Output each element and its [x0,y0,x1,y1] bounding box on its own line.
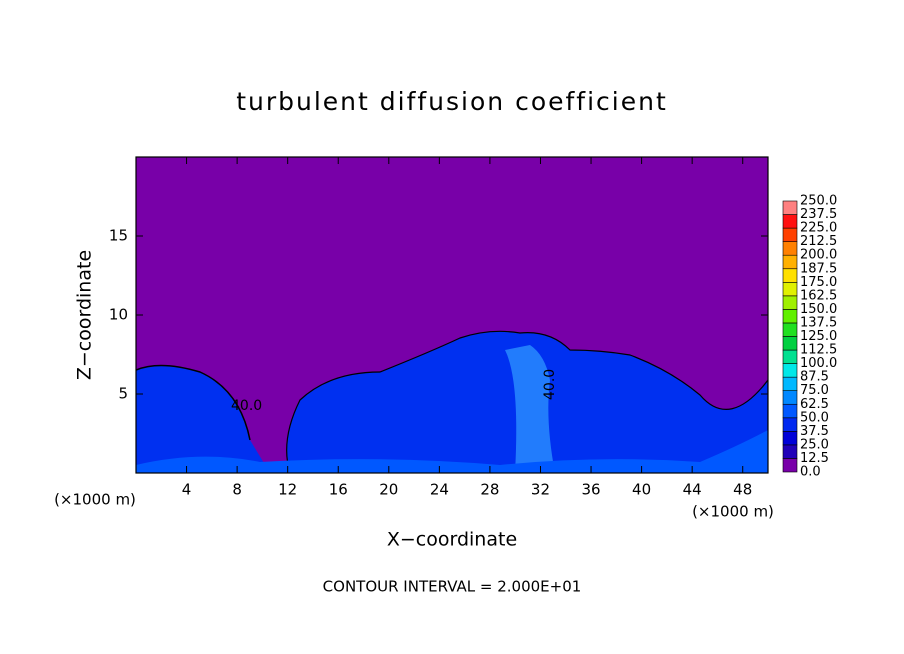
footer: CONTOUR INTERVAL = 2.000E+01 [323,578,582,596]
colorbar-swatch [782,268,798,283]
colorbar-swatch [782,200,798,215]
y-tick-label: 15 [109,227,128,245]
colorbar-swatch [782,417,798,432]
colorbar-swatch [782,349,798,364]
colorbar-label: 250.0 [800,194,837,209]
x-axis-label: X−coordinate [387,529,517,551]
colorbar-swatch [782,390,798,405]
x-tick-label: 24 [430,481,449,499]
colorbar-label: 62.5 [800,397,829,412]
colorbar-label: 50.0 [800,410,829,425]
colorbar-swatch [782,444,798,459]
x-unit-label: (×1000 m) [54,491,136,509]
colorbar-label: 100.0 [800,356,837,371]
colorbar-label: 37.5 [800,424,829,439]
contour-label: 40.0 [231,398,262,414]
contour-label: 40.0 [542,369,558,400]
x-tick-label: 16 [329,481,348,499]
colorbar-label: 162.5 [800,288,837,303]
colorbar-swatch [782,336,798,351]
x-tick-label: 12 [278,481,297,499]
colorbar-swatch [782,227,798,242]
colorbar-label: 187.5 [800,261,837,276]
colorbar-swatch [782,403,798,419]
colorbar-swatch [782,431,798,446]
x-tick-label: 40 [632,481,651,499]
field [136,330,768,473]
colorbar-label: 200.0 [800,248,837,263]
field-region [136,430,768,473]
colorbar-label: 112.5 [800,343,837,358]
colorbar-label: 175.0 [800,275,837,290]
colorbar-swatch [782,322,798,337]
colorbar-label: 212.5 [800,234,837,249]
x-tick-label: 8 [232,481,242,499]
colorbar-label: 0.0 [800,465,821,480]
colorbar-label: 75.0 [800,383,829,398]
colorbar-swatch [782,295,798,310]
colorbar-label: 125.0 [800,329,837,344]
colorbar-swatch [782,309,798,324]
colorbar-label: 87.5 [800,370,829,385]
colorbar-label: 225.0 [800,221,837,236]
x-tick-label: 28 [480,481,499,499]
y-tick-label: 5 [118,385,128,403]
colorbar-label: 150.0 [800,302,837,317]
colorbar-label: 12.5 [800,451,829,466]
colorbar-swatch [782,363,798,378]
colorbar-swatch [782,214,798,229]
y-axis-label: Z−coordinate [74,250,96,380]
colorbar-label: 237.5 [800,207,837,222]
x-tick-label: 44 [683,481,702,499]
x-tick-label: 4 [182,481,192,499]
chart-title: turbulent diffusion coefficient [236,87,668,116]
x-tick-label: 32 [531,481,550,499]
field-region [136,365,270,473]
colorbar-swatch [782,458,798,473]
colorbar-swatch [782,241,798,256]
colorbar-swatch [782,254,798,270]
x-tick-label: 48 [733,481,752,499]
colorbar-swatch [782,281,798,297]
x-tick-label: 36 [581,481,600,499]
colorbar-swatch [782,376,798,391]
colorbar-label: 137.5 [800,315,837,330]
x-unit-label: (×1000 m) [692,503,774,521]
x-tick-label: 20 [379,481,398,499]
y-tick-label: 10 [109,306,128,324]
colorbar-label: 25.0 [800,437,829,452]
contour-line [136,364,251,441]
field-region [505,345,555,473]
